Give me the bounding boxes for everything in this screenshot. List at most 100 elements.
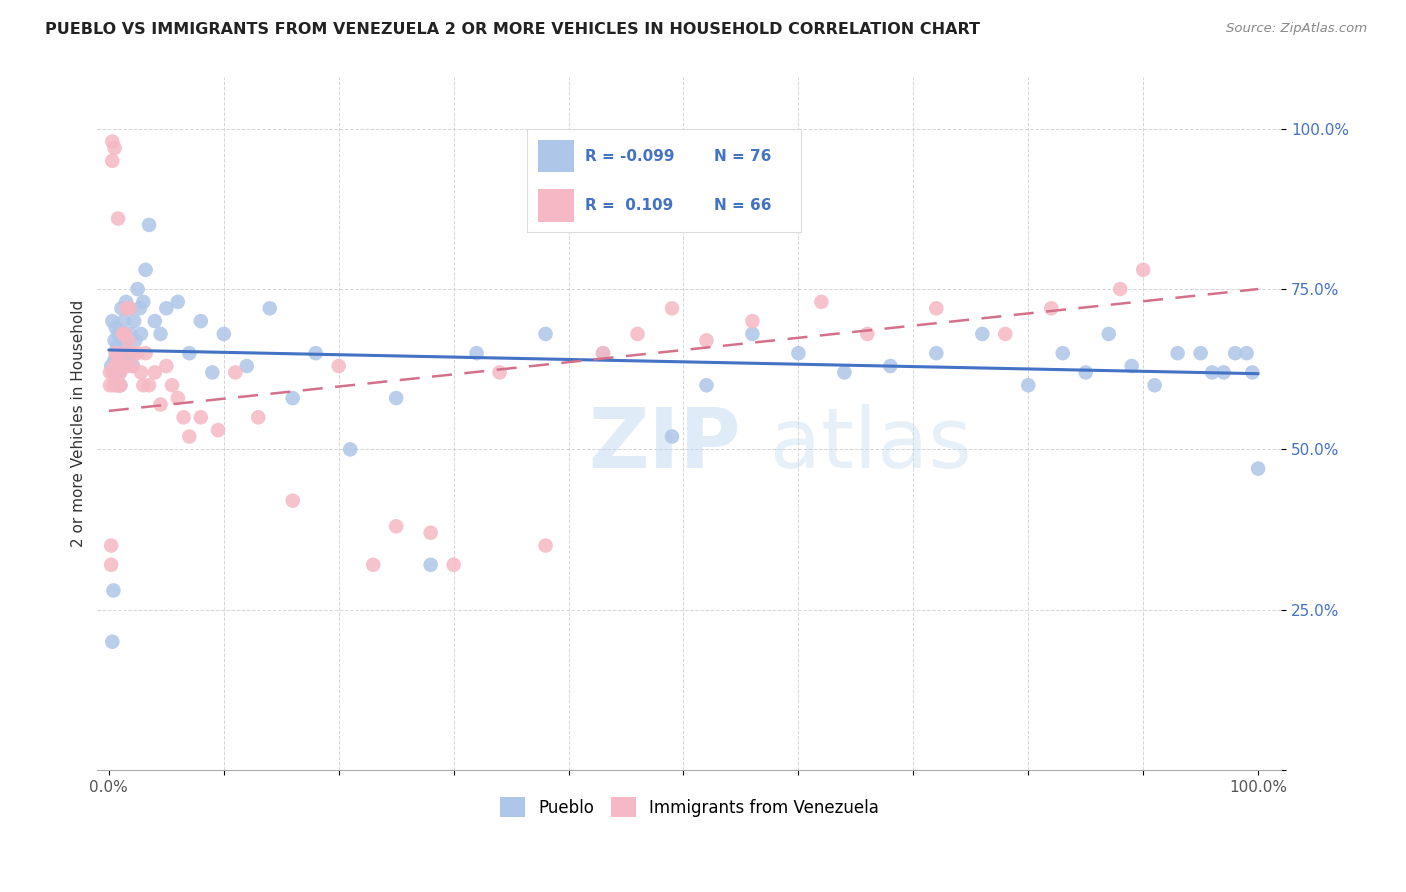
Point — [143, 366, 166, 380]
Point — [166, 294, 188, 309]
Point — [190, 410, 212, 425]
Point — [1052, 346, 1074, 360]
Point — [361, 558, 384, 572]
Point — [925, 346, 948, 360]
Point — [110, 301, 132, 316]
Point — [212, 326, 235, 341]
Point — [112, 346, 135, 360]
Point — [104, 352, 127, 367]
Point — [972, 326, 994, 341]
Y-axis label: 2 or more Vehicles in Household: 2 or more Vehicles in Household — [72, 300, 86, 548]
Point — [149, 397, 172, 411]
Point — [124, 334, 146, 348]
Point — [488, 366, 510, 380]
Point — [856, 326, 879, 341]
Point — [328, 359, 350, 373]
Point — [115, 359, 138, 373]
Point — [104, 359, 127, 373]
Point — [105, 346, 128, 360]
Text: ZIP: ZIP — [589, 404, 741, 485]
Point — [101, 135, 124, 149]
Point — [1223, 346, 1246, 360]
Point — [190, 314, 212, 328]
Point — [695, 378, 717, 392]
Point — [224, 366, 246, 380]
Point — [107, 378, 129, 392]
Point — [104, 346, 127, 360]
Point — [104, 141, 127, 155]
Point — [661, 301, 683, 316]
Point — [534, 326, 557, 341]
Point — [741, 326, 763, 341]
Point — [443, 558, 465, 572]
Point — [465, 346, 488, 360]
Point — [108, 366, 131, 380]
Point — [108, 352, 131, 367]
Point — [110, 366, 132, 380]
Point — [115, 301, 138, 316]
Point — [1167, 346, 1189, 360]
Point — [1143, 378, 1166, 392]
Point — [129, 366, 152, 380]
Point — [105, 372, 128, 386]
Point — [834, 366, 856, 380]
Point — [592, 346, 614, 360]
Point — [173, 410, 195, 425]
Point — [127, 282, 149, 296]
Point — [110, 378, 132, 392]
Point — [1241, 366, 1264, 380]
Point — [122, 346, 145, 360]
Point — [110, 378, 132, 392]
Point — [385, 391, 408, 405]
Point — [810, 294, 832, 309]
Point — [105, 340, 128, 354]
Point — [166, 391, 188, 405]
Point — [120, 326, 142, 341]
Text: R =  0.109: R = 0.109 — [585, 198, 673, 213]
FancyBboxPatch shape — [538, 189, 574, 221]
Point — [1098, 326, 1121, 341]
Point — [122, 314, 145, 328]
Point — [100, 558, 122, 572]
Point — [118, 301, 141, 316]
Point — [118, 301, 141, 316]
Point — [107, 326, 129, 341]
Point — [101, 634, 124, 648]
Point — [281, 391, 304, 405]
Point — [592, 346, 614, 360]
Text: N = 76: N = 76 — [714, 148, 770, 163]
Point — [104, 346, 127, 360]
Point — [259, 301, 281, 316]
Point — [98, 366, 121, 380]
Point — [925, 301, 948, 316]
Point — [103, 366, 125, 380]
Point — [101, 153, 124, 168]
Point — [105, 378, 128, 392]
Point — [98, 378, 121, 392]
Point — [111, 334, 134, 348]
Point — [419, 525, 441, 540]
Point — [695, 334, 717, 348]
Text: PUEBLO VS IMMIGRANTS FROM VENEZUELA 2 OR MORE VEHICLES IN HOUSEHOLD CORRELATION : PUEBLO VS IMMIGRANTS FROM VENEZUELA 2 OR… — [45, 22, 980, 37]
Point — [419, 558, 441, 572]
Point — [155, 359, 177, 373]
Point — [110, 346, 132, 360]
Point — [100, 359, 122, 373]
Point — [339, 442, 361, 457]
Point — [281, 493, 304, 508]
Point — [201, 366, 224, 380]
Point — [117, 334, 139, 348]
Point — [138, 378, 160, 392]
Point — [1212, 366, 1234, 380]
Point — [127, 346, 149, 360]
Point — [305, 346, 328, 360]
Point — [143, 314, 166, 328]
Point — [1201, 366, 1223, 380]
Point — [879, 359, 901, 373]
Point — [103, 583, 125, 598]
Point — [132, 378, 155, 392]
Point — [1074, 366, 1097, 380]
Point — [114, 326, 136, 341]
Point — [160, 378, 183, 392]
Point — [110, 359, 132, 373]
